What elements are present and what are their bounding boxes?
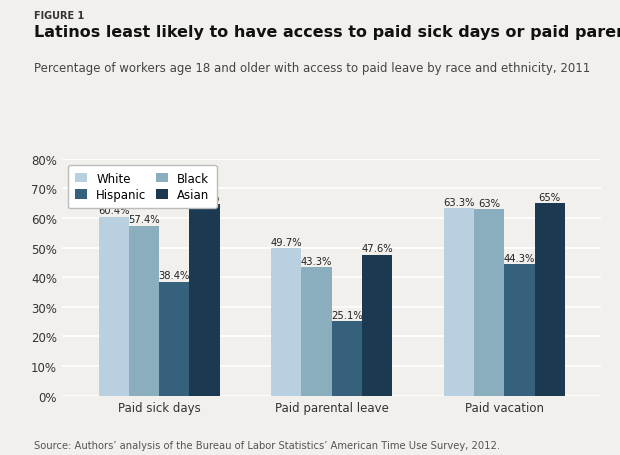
Bar: [272, 249, 301, 396]
Text: Latinos least likely to have access to paid sick days or paid parental leave: Latinos least likely to have access to p…: [34, 25, 620, 40]
Bar: [301, 268, 332, 396]
Legend: White, Hispanic, Black, Asian: White, Hispanic, Black, Asian: [68, 165, 216, 209]
Bar: [189, 204, 219, 396]
Text: 65%: 65%: [539, 192, 560, 202]
Bar: [362, 255, 392, 396]
Text: 47.6%: 47.6%: [361, 243, 393, 253]
Text: 38.4%: 38.4%: [159, 271, 190, 281]
Text: FIGURE 1: FIGURE 1: [34, 11, 84, 21]
Bar: [444, 209, 474, 396]
Bar: [129, 226, 159, 396]
Text: Percentage of workers age 18 and older with access to paid leave by race and eth: Percentage of workers age 18 and older w…: [34, 61, 590, 75]
Text: 57.4%: 57.4%: [128, 215, 160, 225]
Text: 43.3%: 43.3%: [301, 256, 332, 266]
Text: 49.7%: 49.7%: [270, 238, 302, 248]
Bar: [99, 217, 129, 396]
Text: 64.7%: 64.7%: [188, 193, 220, 203]
Text: 44.3%: 44.3%: [503, 253, 535, 263]
Text: Source: Authors’ analysis of the Bureau of Labor Statistics’ American Time Use S: Source: Authors’ analysis of the Bureau …: [34, 440, 500, 450]
Bar: [159, 282, 189, 396]
Text: 63%: 63%: [478, 198, 500, 208]
Bar: [504, 265, 534, 396]
Bar: [332, 322, 362, 396]
Text: 25.1%: 25.1%: [331, 310, 363, 320]
Text: 63.3%: 63.3%: [443, 197, 475, 207]
Text: 60.4%: 60.4%: [98, 206, 130, 216]
Bar: [534, 203, 565, 396]
Bar: [474, 209, 504, 396]
